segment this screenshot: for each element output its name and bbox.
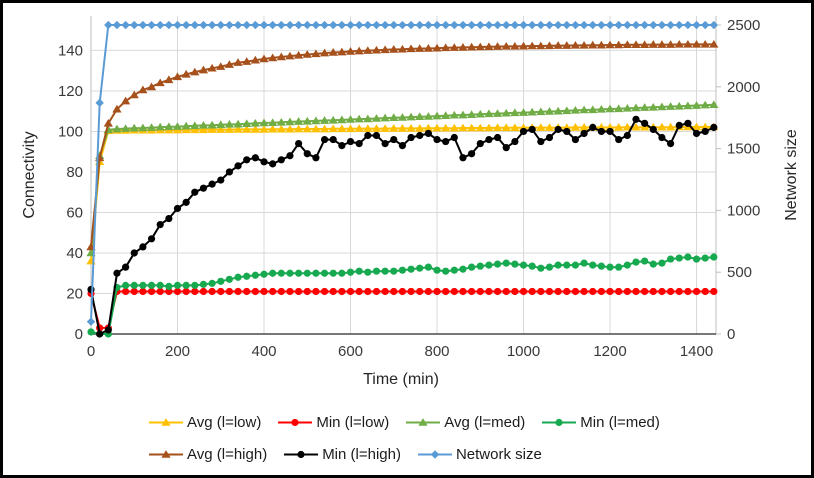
legend-label: Avg (l=med)	[444, 414, 526, 431]
y-left-tick-label: 100	[58, 123, 83, 140]
legend-label: Avg (l=low)	[187, 414, 262, 431]
y-right-tick-label: 0	[727, 326, 735, 343]
x-tick-label: 400	[251, 343, 276, 360]
x-tick-label: 0	[87, 343, 95, 360]
y-left-tick-label: 20	[66, 285, 83, 302]
legend-item-avg-l-low: Avg (l=low)	[149, 413, 261, 432]
y-right-tick-label: 2000	[727, 79, 760, 96]
x-tick-label: 200	[165, 343, 190, 360]
y-left-tick-label: 60	[66, 204, 83, 221]
circle-marker-icon	[278, 418, 313, 427]
circle-marker-icon	[284, 450, 319, 459]
y-left-tick-label: 80	[66, 164, 83, 181]
y-left-tick-label: 120	[58, 83, 83, 100]
x-tick-label: 600	[338, 343, 363, 360]
legend-row-1: Avg (l=low) Min (l=low) Avg (l=med) Min (l=…	[149, 413, 660, 432]
y-left-tick-label: 0	[75, 326, 83, 343]
series-min-l-low	[87, 287, 718, 332]
legend-item-network-size: Network size	[417, 445, 542, 464]
series-network-size	[86, 20, 719, 326]
legend-item-min-l-med: Min (l=med)	[542, 413, 660, 432]
legend-row-2: Avg (l=high) Min (l=high) Network size	[149, 445, 660, 464]
y-axis-title-left: Connectivity	[21, 131, 38, 219]
series-avg-l-high	[86, 39, 719, 251]
legend-label: Min (l=high)	[322, 446, 401, 463]
diamond-marker-icon	[417, 450, 452, 459]
series-avg-l-med	[86, 100, 719, 257]
legend-item-avg-l-high: Avg (l=high)	[149, 445, 267, 464]
legend-label: Network size	[455, 446, 542, 463]
chart-legend: Avg (l=low) Min (l=low) Avg (l=med) Min (l=…	[149, 413, 660, 464]
series-min-l-high	[87, 115, 718, 338]
triangle-marker-icon	[406, 418, 441, 426]
legend-item-min-l-low: Min (l=low)	[278, 413, 389, 432]
x-tick-label: 1200	[593, 343, 626, 360]
y-right-tick-label: 2500	[727, 17, 760, 34]
circle-marker-icon	[542, 418, 577, 427]
x-tick-label: 1400	[680, 343, 713, 360]
legend-item-avg-l-med: Avg (l=med)	[406, 413, 525, 432]
y-left-tick-label: 40	[66, 245, 83, 262]
y-axis-title-right: Network size	[783, 129, 800, 221]
x-tick-label: 1000	[507, 343, 540, 360]
y-right-tick-label: 1000	[727, 202, 760, 219]
y-right-tick-label: 500	[727, 264, 752, 281]
legend-item-min-l-high: Min (l=high)	[284, 445, 401, 464]
legend-label: Min (l=low)	[316, 414, 390, 431]
series-min-l-med	[87, 253, 718, 338]
triangle-marker-icon	[149, 450, 183, 458]
y-right-tick-label: 1500	[727, 141, 760, 158]
legend-label: Min (l=med)	[580, 414, 660, 431]
triangle-marker-icon	[149, 418, 183, 426]
legend-label: Avg (l=high)	[187, 446, 268, 463]
x-axis-title: Time (min)	[363, 371, 439, 388]
x-tick-label: 800	[425, 343, 450, 360]
y-left-tick-label: 140	[58, 42, 83, 59]
